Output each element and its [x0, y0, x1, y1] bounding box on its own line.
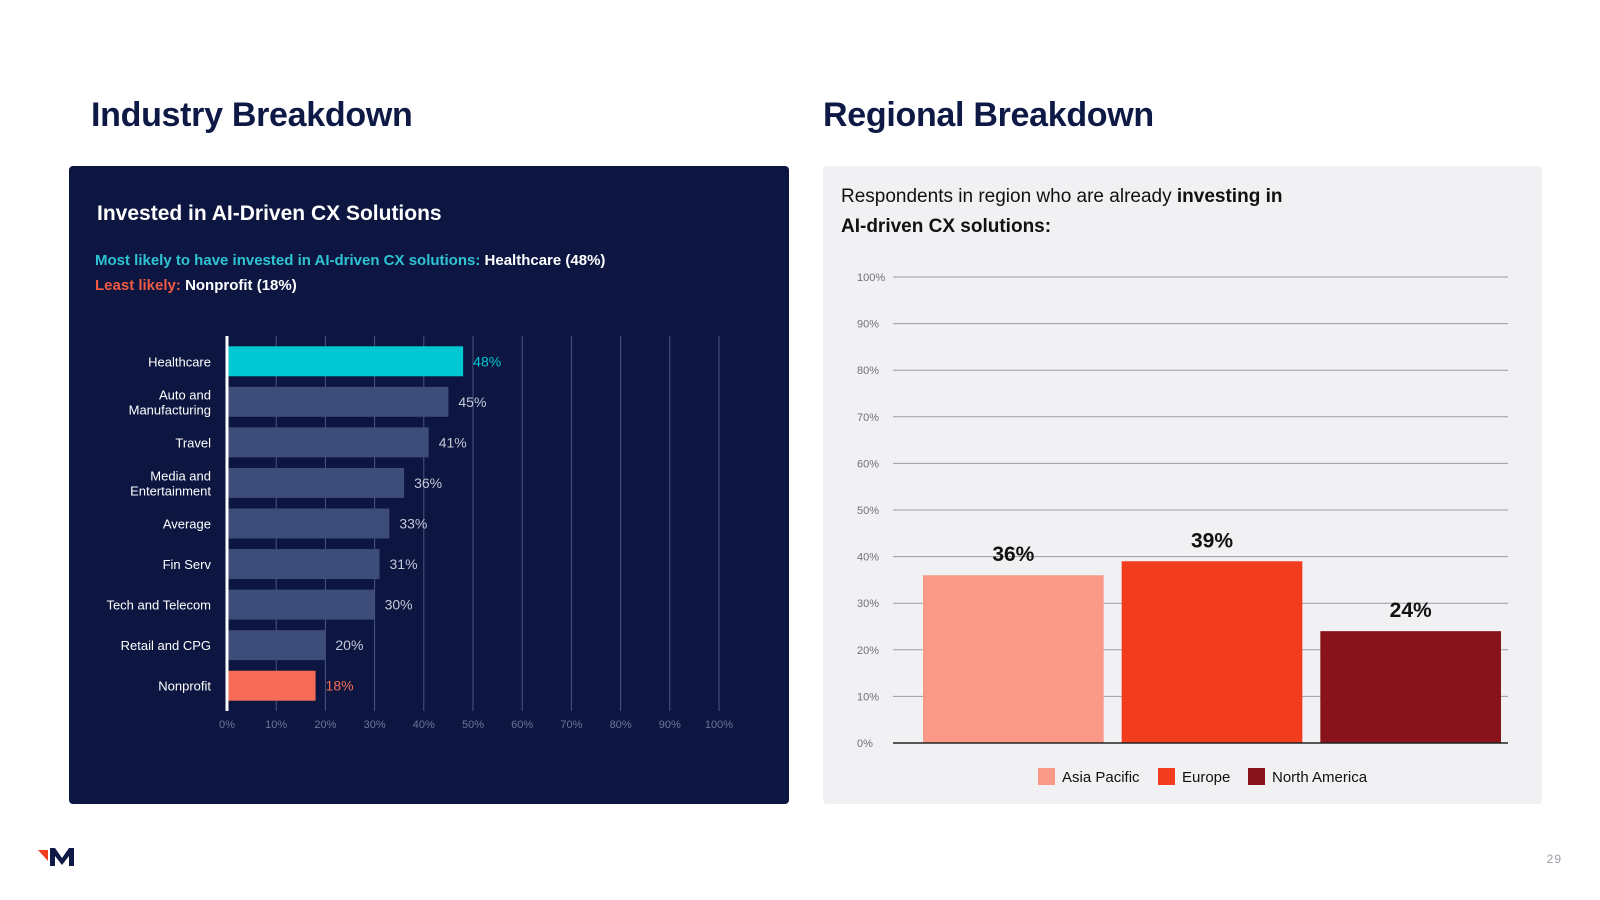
- data-label: 39%: [1191, 529, 1233, 552]
- category-label: Average: [163, 517, 211, 532]
- legend-swatch: [1038, 768, 1055, 785]
- data-label: 48%: [473, 353, 501, 369]
- bar: [227, 589, 375, 620]
- data-label: 24%: [1390, 599, 1432, 622]
- data-label: 36%: [992, 543, 1034, 566]
- x-tick-label: 20%: [314, 719, 336, 731]
- y-tick-label: 60%: [857, 458, 879, 470]
- regional-chart-panel: Respondents in region who are already in…: [823, 166, 1542, 804]
- data-label: 18%: [326, 678, 354, 694]
- bar: [1121, 561, 1303, 743]
- category-label: Auto and: [159, 387, 211, 402]
- data-label: 45%: [458, 394, 486, 410]
- most-likely-value: Healthcare (48%): [484, 252, 606, 269]
- category-label: Entertainment: [130, 483, 211, 498]
- x-tick-label: 70%: [560, 719, 582, 731]
- bar: [227, 346, 464, 377]
- y-tick-label: 0%: [857, 738, 873, 750]
- x-tick-label: 50%: [462, 719, 484, 731]
- y-tick-label: 30%: [857, 598, 879, 610]
- data-label: 33%: [399, 516, 427, 532]
- industry-chart-panel: Invested in AI-Driven CX Solutions Most …: [69, 166, 789, 804]
- legend-label: Asia Pacific: [1062, 769, 1140, 786]
- bar: [227, 427, 429, 458]
- industry-breakdown-heading: Industry Breakdown: [91, 96, 413, 134]
- bar: [227, 508, 390, 539]
- y-tick-label: 10%: [857, 691, 879, 703]
- bar: [227, 670, 316, 701]
- x-tick-label: 60%: [511, 719, 533, 731]
- legend-label: Europe: [1182, 769, 1230, 786]
- regional-chart-description: Respondents in region who are already in…: [841, 182, 1311, 242]
- regional-breakdown-heading: Regional Breakdown: [823, 96, 1154, 134]
- least-likely-value: Nonprofit (18%): [185, 277, 297, 294]
- x-tick-label: 0%: [219, 719, 235, 731]
- category-label: Media and: [150, 468, 211, 483]
- data-label: 41%: [439, 434, 467, 450]
- regional-desc-bold: investing in AI-driven CX solutions:: [841, 186, 1283, 237]
- y-tick-label: 50%: [857, 505, 879, 517]
- category-label: Retail and CPG: [121, 638, 211, 653]
- bar: [923, 575, 1104, 743]
- legend-swatch: [1248, 768, 1265, 785]
- industry-bar-chart: 0% 10% 20% 30% 40% 50% 60% 70% 80% 90% 100% 48% Heal…: [106, 336, 733, 731]
- y-tick-label: 90%: [857, 319, 879, 331]
- page-number: 29: [1546, 852, 1562, 866]
- x-tick-label: 80%: [610, 719, 632, 731]
- data-label: 36%: [414, 475, 442, 491]
- y-tick-label: 100%: [857, 272, 885, 284]
- regional-bar-chart: 0% 10% 20% 30% 40% 50% 60% 70% 80% 90% 100% 36% 39% 2…: [857, 272, 1508, 786]
- most-likely-line: Most likely to have invested in AI-drive…: [95, 252, 605, 269]
- x-tick-label: 10%: [265, 719, 287, 731]
- bar: [227, 630, 326, 661]
- category-label: Manufacturing: [129, 402, 211, 417]
- regional-desc-prefix: Respondents in region who are already: [841, 186, 1177, 207]
- x-tick-label: 40%: [413, 719, 435, 731]
- legend-swatch: [1158, 768, 1175, 785]
- bar: [1320, 631, 1501, 743]
- bar: [227, 467, 405, 498]
- most-likely-label: Most likely to have invested in AI-drive…: [95, 252, 481, 269]
- data-label: 30%: [385, 597, 413, 613]
- bar: [227, 549, 380, 580]
- y-tick-label: 80%: [857, 365, 879, 377]
- bar: [227, 386, 449, 417]
- data-label: 20%: [335, 637, 363, 653]
- x-tick-label: 100%: [705, 719, 733, 731]
- industry-chart-title: Invested in AI-Driven CX Solutions: [97, 202, 442, 225]
- category-label: Healthcare: [148, 354, 211, 369]
- least-likely-label: Least likely:: [95, 277, 181, 294]
- y-tick-label: 40%: [857, 552, 879, 564]
- category-label: Travel: [175, 435, 211, 450]
- category-label: Tech and Telecom: [106, 598, 211, 613]
- m-logo-icon: [38, 848, 74, 866]
- category-label: Fin Serv: [163, 557, 212, 572]
- legend-label: North America: [1272, 769, 1368, 786]
- least-likely-line: Least likely: Nonprofit (18%): [95, 277, 297, 294]
- category-label: Nonprofit: [158, 679, 211, 694]
- y-tick-label: 20%: [857, 645, 879, 657]
- x-tick-label: 90%: [659, 719, 681, 731]
- data-label: 31%: [390, 556, 418, 572]
- y-tick-label: 70%: [857, 412, 879, 424]
- x-tick-label: 30%: [364, 719, 386, 731]
